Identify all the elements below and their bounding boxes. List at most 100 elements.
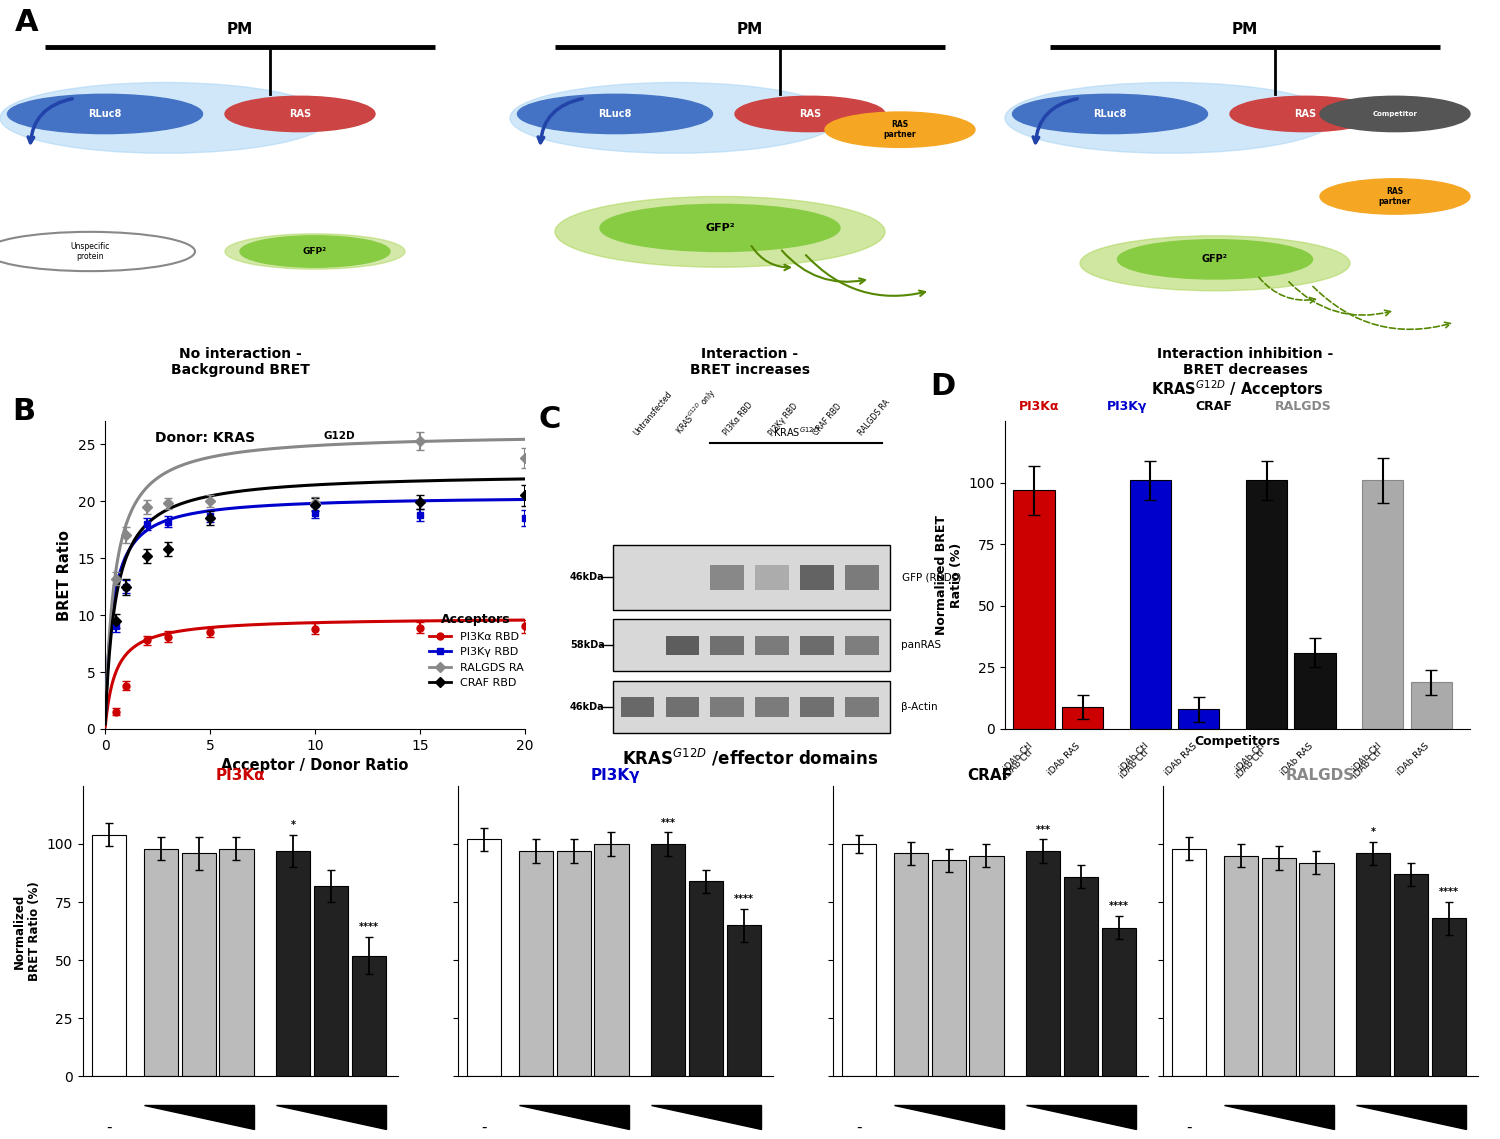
- Text: 46kDa: 46kDa: [570, 572, 604, 582]
- Bar: [1294, 653, 1335, 729]
- Bar: [651, 844, 686, 1076]
- Ellipse shape: [600, 204, 840, 252]
- Ellipse shape: [1005, 82, 1335, 154]
- Bar: [614, 544, 890, 609]
- Ellipse shape: [555, 196, 885, 268]
- Bar: [614, 620, 890, 671]
- Text: ***: ***: [1036, 825, 1052, 835]
- Y-axis label: BRET Ratio: BRET Ratio: [57, 530, 72, 621]
- Ellipse shape: [1320, 97, 1470, 132]
- Bar: [614, 681, 890, 734]
- Text: ****: ****: [734, 894, 754, 904]
- Bar: [666, 636, 699, 655]
- Text: G12D: G12D: [324, 431, 356, 441]
- Bar: [754, 636, 789, 655]
- Ellipse shape: [825, 112, 975, 147]
- Text: *: *: [291, 820, 296, 830]
- Title: CRAF: CRAF: [968, 769, 1012, 784]
- Bar: [1102, 927, 1136, 1076]
- Text: Donor: KRAS: Donor: KRAS: [156, 431, 255, 444]
- Bar: [1394, 875, 1428, 1076]
- Bar: [894, 853, 927, 1076]
- Bar: [666, 697, 699, 716]
- Ellipse shape: [1320, 179, 1470, 214]
- Bar: [932, 860, 966, 1076]
- Ellipse shape: [225, 97, 375, 132]
- Text: KRAS$^{G12D}$ /effector domains: KRAS$^{G12D}$ /effector domains: [621, 747, 879, 769]
- Text: RAS: RAS: [1294, 109, 1316, 118]
- Bar: [1432, 918, 1466, 1076]
- Ellipse shape: [518, 95, 712, 133]
- Bar: [800, 636, 834, 655]
- Text: PI3Kγ RBD: PI3Kγ RBD: [766, 401, 800, 437]
- Text: KRAS$^{G12D}$ only: KRAS$^{G12D}$ only: [674, 385, 720, 437]
- Title: PI3Kγ: PI3Kγ: [590, 769, 639, 784]
- Bar: [844, 636, 879, 655]
- Bar: [1356, 853, 1390, 1076]
- Text: iDAb Ctl: iDAb Ctl: [1118, 741, 1150, 773]
- Bar: [728, 925, 760, 1076]
- Text: B: B: [12, 396, 36, 426]
- Text: GFP (RBDs): GFP (RBDs): [902, 572, 960, 582]
- Text: PM: PM: [736, 23, 764, 38]
- Text: iDAb Ctl: iDAb Ctl: [1002, 741, 1034, 773]
- Ellipse shape: [1230, 97, 1380, 132]
- Text: CRAF: CRAF: [1196, 400, 1233, 413]
- Text: GFP²: GFP²: [303, 247, 327, 256]
- Ellipse shape: [1013, 95, 1208, 133]
- Bar: [1178, 710, 1219, 729]
- Text: Interaction inhibition -
BRET decreases: Interaction inhibition - BRET decreases: [1156, 347, 1334, 377]
- Text: iDAb RAS: iDAb RAS: [1280, 741, 1316, 777]
- Ellipse shape: [225, 233, 405, 269]
- Bar: [800, 697, 834, 716]
- Text: RAS: RAS: [290, 109, 310, 118]
- Text: PM: PM: [226, 23, 254, 38]
- Ellipse shape: [8, 95, 202, 133]
- Text: PI3Kα RBD: PI3Kα RBD: [722, 401, 754, 437]
- Text: A: A: [15, 8, 39, 36]
- Bar: [969, 855, 1004, 1076]
- Bar: [1410, 682, 1452, 729]
- Bar: [1062, 707, 1102, 729]
- Bar: [754, 697, 789, 716]
- Ellipse shape: [1118, 239, 1312, 279]
- Text: iDAb Ctl: iDAb Ctl: [1118, 748, 1150, 781]
- Text: *: *: [1371, 827, 1376, 837]
- Text: No interaction -
Background BRET: No interaction - Background BRET: [171, 347, 309, 377]
- Bar: [1014, 490, 1054, 729]
- Text: iDAb RAS: iDAb RAS: [1162, 741, 1198, 777]
- Bar: [314, 886, 348, 1076]
- Text: ****: ****: [1438, 887, 1460, 898]
- Text: C: C: [538, 405, 561, 434]
- Polygon shape: [519, 1105, 628, 1129]
- Bar: [594, 844, 628, 1076]
- Text: β-Actin: β-Actin: [902, 702, 938, 712]
- Text: KRAS$^{G12D}$: KRAS$^{G12D}$: [772, 426, 819, 440]
- Text: PI3Kα: PI3Kα: [1019, 400, 1059, 413]
- Bar: [621, 697, 654, 716]
- Text: iDAb Ctl: iDAb Ctl: [1350, 741, 1383, 773]
- Ellipse shape: [510, 82, 840, 154]
- Bar: [688, 882, 723, 1076]
- Bar: [844, 697, 879, 716]
- Bar: [276, 851, 310, 1076]
- Polygon shape: [144, 1105, 254, 1129]
- Bar: [842, 844, 876, 1076]
- Bar: [1362, 481, 1404, 729]
- Text: iDAb Ctl: iDAb Ctl: [1234, 748, 1266, 781]
- Text: RALGDS RA: RALGDS RA: [856, 399, 891, 437]
- Text: CRAF RBD: CRAF RBD: [812, 402, 843, 437]
- X-axis label: Acceptor / Donor Ratio: Acceptor / Donor Ratio: [222, 759, 408, 773]
- Ellipse shape: [735, 97, 885, 132]
- Text: D: D: [930, 372, 956, 401]
- Bar: [556, 851, 591, 1076]
- Bar: [1246, 481, 1287, 729]
- Bar: [219, 849, 254, 1076]
- Text: ***: ***: [662, 818, 676, 828]
- Y-axis label: Normalized
BRET Ratio (%): Normalized BRET Ratio (%): [13, 882, 40, 981]
- Bar: [1224, 855, 1257, 1076]
- Text: Untransfected: Untransfected: [633, 391, 675, 437]
- Polygon shape: [1224, 1105, 1334, 1129]
- Bar: [844, 565, 879, 590]
- Polygon shape: [894, 1105, 1004, 1129]
